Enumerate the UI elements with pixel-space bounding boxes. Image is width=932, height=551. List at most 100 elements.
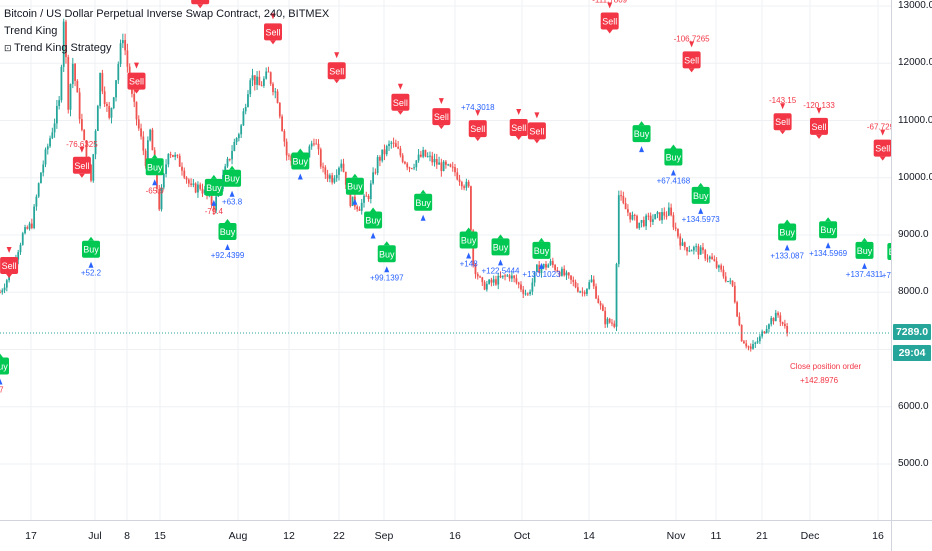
candle-body: [583, 292, 586, 294]
candle-body: [435, 159, 438, 165]
buy-arrow: [384, 266, 390, 273]
time-scale[interactable]: 17 Jul 8 15 Aug 12 22 Sep 16 Oct 14 Nov 11 21 Dec 16: [0, 520, 891, 551]
buy-label-box: [377, 245, 396, 263]
symbol-title[interactable]: Bitcoin / US Dollar Perpetual Inverse Sw…: [4, 8, 330, 20]
candle-body: [119, 43, 122, 65]
candle-body: [5, 280, 8, 288]
candle-body: [422, 149, 425, 157]
buy-arrow: [420, 214, 426, 221]
buy-label-box: [532, 241, 551, 259]
candle-body: [108, 105, 111, 118]
buy-signal: Buy +67.4168: [657, 144, 691, 186]
candle-body: [137, 119, 140, 129]
buy-label-box: [145, 158, 164, 176]
price-tick: 12000.0: [898, 57, 932, 69]
candle-body: [172, 154, 174, 157]
candle-body: [590, 279, 593, 283]
candle-body: [149, 129, 152, 141]
buy-signal: Buy +99.1397: [370, 241, 404, 282]
trade-pl-label: +134.5969: [809, 249, 848, 258]
buy-label-text: Buy: [147, 162, 163, 172]
label-pointer: [210, 174, 217, 179]
candle-body: [595, 286, 597, 299]
buy-label-box: [778, 223, 797, 241]
label-pointer: [816, 134, 822, 139]
candle-body: [169, 154, 172, 156]
candle-body: [328, 175, 331, 179]
label-pointer: [88, 236, 94, 241]
buy-arrow: [370, 232, 376, 239]
buy-arrow: [825, 242, 831, 249]
candle-body: [642, 220, 645, 227]
buy-signal: Buy: [364, 207, 383, 239]
candle-body: [692, 247, 695, 251]
price-chart[interactable]: Buy-7Buy+52.2Buy-65.9Buy-79.4Buy+63.8Buy…: [0, 0, 891, 520]
candle-body: [62, 21, 65, 67]
indicator-trend-king[interactable]: Trend King: [4, 25, 58, 37]
label-pointer: [0, 353, 3, 358]
candle-body: [240, 125, 243, 135]
buy-label-box: [0, 357, 9, 375]
candle-body: [17, 252, 20, 260]
candle-body: [55, 105, 58, 124]
candle-body: [394, 143, 397, 147]
candle-body: [369, 183, 372, 200]
candle-body: [508, 275, 511, 279]
candle-body: [654, 214, 657, 220]
sell-label-text: Sell: [684, 55, 699, 65]
candle-body: [733, 285, 736, 303]
price-scale[interactable]: 13000.0 12000.0 11000.0 10000.0 9000.0 8000.0…: [891, 0, 932, 520]
label-pointer: [333, 79, 340, 84]
candle-body: [413, 167, 415, 169]
buy-arrow: [229, 190, 235, 197]
indicator-trend-king-strategy[interactable]: ⊡ Trend King Strategy: [4, 40, 329, 57]
candle-body: [415, 160, 418, 168]
label-pointer: [697, 182, 704, 187]
candle-body: [3, 287, 6, 291]
buy-label-text: Buy: [347, 182, 363, 192]
candle-body: [720, 265, 723, 270]
candle-body: [344, 171, 347, 185]
buy-label-box: [291, 152, 310, 170]
candle-body: [335, 174, 338, 179]
time-tick: 15: [154, 530, 166, 542]
label-pointer: [825, 217, 832, 222]
candle-body: [30, 223, 33, 228]
buy-signal: Buy +137.4311: [846, 237, 884, 279]
buy-label-text: Buy: [206, 183, 222, 193]
candle-body: [442, 161, 445, 172]
label-pointer: [474, 137, 481, 142]
candle-body: [101, 73, 104, 92]
candle-body: [44, 149, 47, 165]
trade-pl-label: +148: [460, 260, 479, 269]
sell-label-box: [600, 12, 619, 30]
candle-body: [783, 323, 786, 327]
candle-body: [319, 149, 322, 167]
candle-body: [124, 40, 127, 51]
buy-label-text: Buy: [857, 246, 873, 256]
candle-body: [538, 264, 541, 274]
candle-body: [715, 260, 718, 268]
candle-body: [376, 157, 379, 173]
candle-body: [711, 256, 713, 260]
sell-signal: Sell -111.7809: [592, 0, 628, 34]
indicator-trend-king-strategy-label: Trend King Strategy: [14, 42, 112, 54]
buy-label-text: Buy: [293, 157, 309, 167]
candle-body: [661, 212, 663, 221]
trade-pl-label: -111.7809: [592, 0, 627, 4]
candle-body: [19, 244, 22, 253]
candle-body: [588, 282, 591, 289]
candle-body: [392, 142, 395, 144]
candle-body: [388, 143, 390, 146]
candle-body: [649, 215, 652, 222]
candle-body: [360, 202, 363, 211]
candle-body: [449, 164, 452, 167]
candle-body: [233, 142, 236, 151]
candle-body: [231, 150, 233, 160]
signal-markers: Buy-7Buy+52.2Buy-65.9Buy-79.4Buy+63.8Buy…: [0, 0, 891, 395]
candle-body: [51, 132, 54, 139]
candle-body: [438, 162, 440, 165]
candle-body: [74, 63, 76, 81]
sell-signal: Sell: [391, 83, 410, 115]
